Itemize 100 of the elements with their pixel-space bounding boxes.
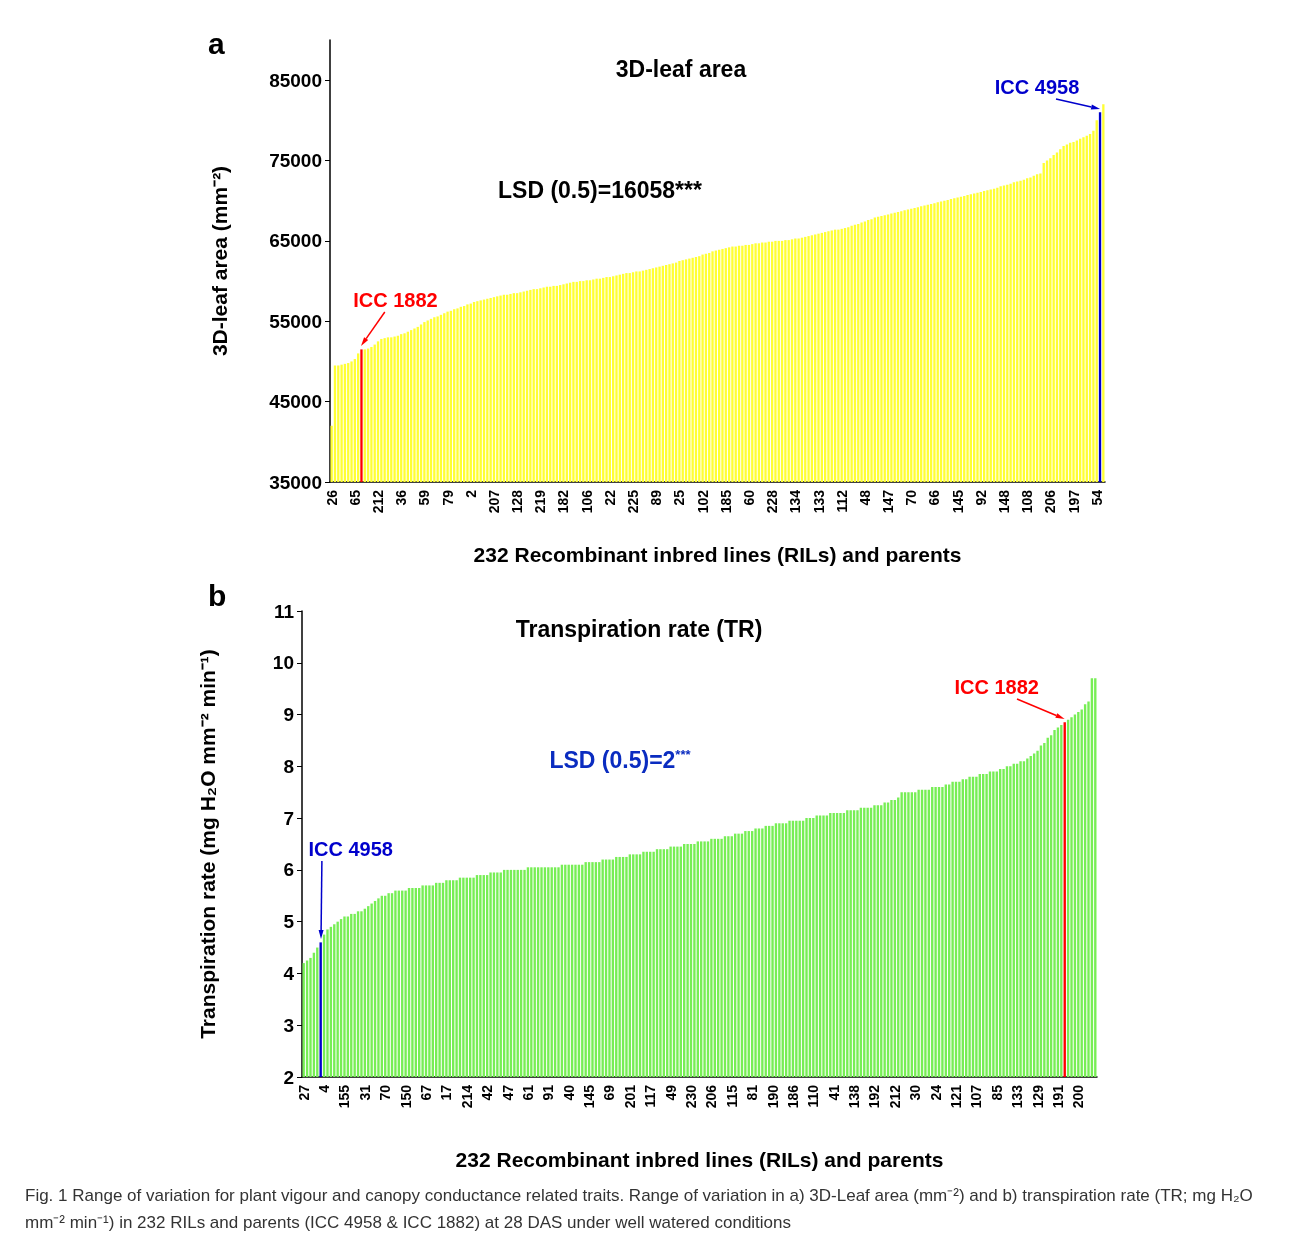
y-tick-label: 75000 <box>269 150 322 172</box>
caption: Fig. 1 Range of variation for plant vigour and canopy conductance related traits. Range of variation in a) 3D-Leaf area (mm⁻²) and b) transpiration rate (TR; mg H₂O mm⁻² min⁻¹) in 232 RILs and parents (ICC 4958 & ICC 1882) at 28 DAS under well watered conditions <box>25 1185 1254 1234</box>
x-tick-label: 212 <box>370 489 387 514</box>
x-tick-label: 54 <box>1088 489 1105 506</box>
x-tick-label: 150 <box>397 1084 414 1109</box>
y-tick-label: 3 <box>283 1014 294 1036</box>
x-tick-label: 66 <box>926 489 943 506</box>
x-tick-label: 81 <box>744 1084 761 1101</box>
x-tick-label: 145 <box>581 1084 598 1109</box>
y-tick-label: 85000 <box>269 69 322 91</box>
x-tick-label: 112 <box>833 489 850 513</box>
x-tick-label: 201 <box>621 1084 638 1109</box>
text: b <box>208 578 227 612</box>
x-tick-label: 91 <box>540 1084 557 1101</box>
x-tick-label: 197 <box>1065 489 1082 514</box>
x-tick-label: 134 <box>787 489 804 514</box>
x-tick-label: 206 <box>703 1084 720 1109</box>
x-tick-label: 49 <box>662 1084 679 1101</box>
x-tick-label: 155 <box>336 1084 353 1109</box>
text: a <box>208 26 225 60</box>
x-tick-label: 47 <box>499 1084 516 1101</box>
x-tick-label: 182 <box>555 489 572 514</box>
x-tick-label: 107 <box>968 1084 985 1109</box>
x-tick-label: 89 <box>648 489 665 506</box>
x-tick-label: 59 <box>416 489 433 506</box>
x-tick-label: 17 <box>438 1084 455 1101</box>
x-tick-label: 147 <box>880 489 897 514</box>
y-tick-label: 8 <box>283 755 294 777</box>
chart-title: Transpiration rate (TR) <box>515 615 763 642</box>
x-tick-label: 25 <box>671 489 688 506</box>
x-tick-label: 106 <box>578 489 595 514</box>
x-tick-label: 145 <box>949 489 966 514</box>
x-tick-label: 192 <box>866 1084 883 1109</box>
x-tick-label: 79 <box>439 489 456 506</box>
y-tick-label: 9 <box>283 704 294 726</box>
x-tick-label: 230 <box>683 1084 700 1109</box>
annotation: LSD (0.5)=2*** <box>549 746 692 773</box>
x-tick-label: 2 <box>462 489 479 498</box>
annotation: LSD (0.5)=16058*** <box>498 177 702 203</box>
y-tick-label: 35000 <box>269 471 322 493</box>
x-tick-label: 24 <box>927 1084 944 1101</box>
x-tick-label: 219 <box>532 489 549 514</box>
x-axis-title: 232 Recombinant inbred lines (RILs) and parents <box>455 1148 944 1171</box>
x-tick-label: 85 <box>988 1084 1005 1101</box>
y-tick-label: 5 <box>283 911 295 933</box>
x-tick-label: 48 <box>856 489 873 506</box>
x-tick-label: 27 <box>295 1084 312 1101</box>
x-tick-label: 214 <box>458 1084 475 1109</box>
x-tick-label: 42 <box>479 1084 496 1101</box>
x-tick-label: 115 <box>723 1084 740 1108</box>
x-tick-label: 60 <box>740 489 757 506</box>
y-tick-label: 11 <box>273 600 295 622</box>
y-tick-label: 10 <box>272 652 294 674</box>
x-tick-label: 129 <box>1029 1084 1046 1109</box>
y-axis-title: Transpiration rate (mg H₂O mm⁻² min⁻¹) <box>196 649 219 1039</box>
x-tick-label: 138 <box>846 1084 863 1109</box>
x-tick-label: 148 <box>995 489 1012 514</box>
x-tick-label: 186 <box>784 1084 801 1109</box>
annotation: ICC 1882 <box>353 289 438 312</box>
x-tick-label: 69 <box>601 1084 618 1101</box>
x-tick-label: 206 <box>1042 489 1059 514</box>
x-tick-label: 36 <box>393 489 410 506</box>
x-tick-label: 22 <box>601 489 618 506</box>
x-tick-label: 4 <box>316 1084 333 1093</box>
x-tick-label: 108 <box>1019 489 1036 514</box>
x-tick-label: 191 <box>1049 1084 1066 1109</box>
y-tick-label: 7 <box>283 807 294 829</box>
x-tick-label: 228 <box>764 489 781 514</box>
x-tick-label: 117 <box>642 1084 659 1108</box>
annotation: ICC 4958 <box>308 838 393 861</box>
annotation: ICC 4958 <box>994 76 1080 99</box>
x-tick-label: 133 <box>1009 1084 1026 1109</box>
x-tick-label: 61 <box>519 1084 536 1101</box>
x-tick-label: 70 <box>903 489 920 506</box>
x-tick-label: 200 <box>1070 1084 1087 1109</box>
y-axis-title: 3D-leaf area (mm⁻²) <box>208 165 231 357</box>
y-tick-label: 55000 <box>269 310 322 332</box>
x-tick-label: 128 <box>509 489 526 514</box>
x-axis-title: 232 Recombinant inbred lines (RILs) and parents <box>473 543 962 566</box>
annotation: ICC 1882 <box>954 676 1039 699</box>
x-tick-label: 110 <box>805 1084 822 1108</box>
x-tick-label: 70 <box>377 1084 394 1101</box>
x-tick-label: 65 <box>346 489 363 506</box>
x-tick-label: 30 <box>907 1084 924 1101</box>
x-tick-label: 212 <box>886 1084 903 1109</box>
x-tick-label: 26 <box>323 489 340 506</box>
x-tick-label: 92 <box>972 489 989 506</box>
text: 3D-leaf area <box>615 55 747 82</box>
x-tick-label: 31 <box>356 1084 373 1101</box>
x-tick-label: 225 <box>625 489 642 514</box>
x-tick-label: 207 <box>485 489 502 514</box>
x-tick-label: 67 <box>418 1084 435 1101</box>
x-tick-label: 121 <box>948 1084 965 1109</box>
x-tick-label: 190 <box>764 1084 781 1109</box>
x-tick-label: 41 <box>825 1084 842 1101</box>
y-tick-label: 4 <box>283 962 295 984</box>
y-tick-label: 65000 <box>269 230 322 252</box>
x-tick-label: 102 <box>694 489 711 514</box>
x-tick-label: 185 <box>717 489 734 514</box>
x-tick-label: 133 <box>810 489 827 514</box>
